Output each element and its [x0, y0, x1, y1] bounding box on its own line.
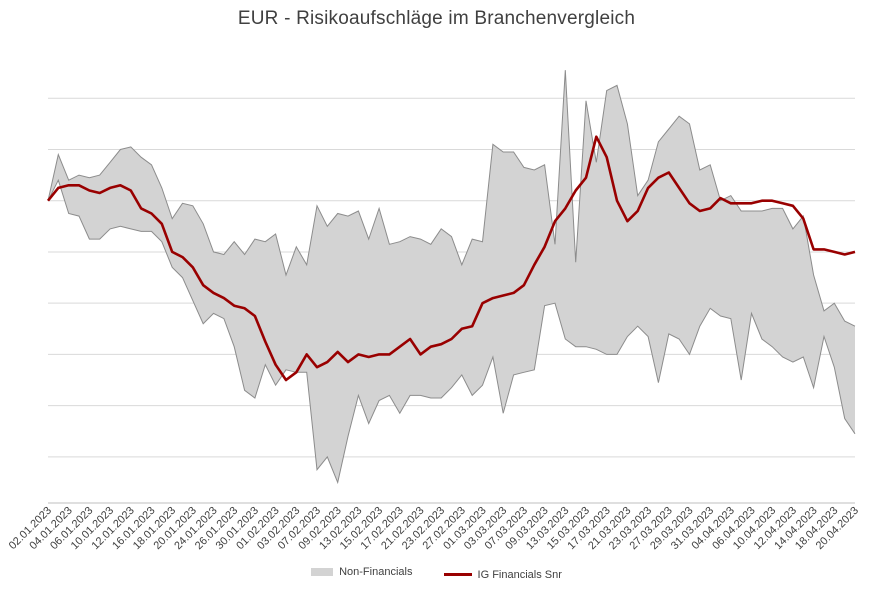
- legend-label-ig-financials: IG Financials Snr: [477, 568, 562, 581]
- legend-swatch-line: [443, 573, 472, 576]
- legend: Non-Financials IG Financials Snr: [0, 566, 873, 581]
- chart-title: EUR - Risikoaufschläge im Branchenvergle…: [237, 8, 636, 29]
- legend-item-non-financials: Non-Financials: [311, 566, 412, 578]
- legend-item-ig-financials: IG Financials Snr: [443, 568, 562, 581]
- legend-label-non-financials: Non-Financials: [339, 566, 413, 578]
- band-area-non-financials: [48, 70, 855, 483]
- band-lower-edge: [47, 178, 856, 485]
- legend-swatch-band: [311, 568, 334, 576]
- series-line-ig-financials: [46, 135, 856, 382]
- band-upper-edge: [47, 70, 856, 327]
